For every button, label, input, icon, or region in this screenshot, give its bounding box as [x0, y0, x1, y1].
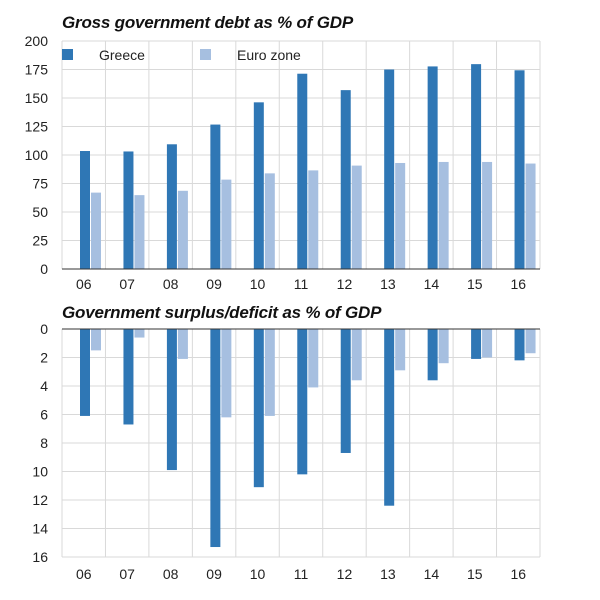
greece-bar — [123, 151, 134, 269]
x-tick-label: 14 — [424, 566, 440, 582]
euro-zone-bar — [91, 192, 101, 269]
debt-chart-title: Gross government debt as % of GDP — [62, 13, 353, 32]
euro-zone-bar — [525, 163, 536, 269]
greece-bar — [80, 329, 90, 416]
greece-bar — [340, 329, 351, 453]
x-tick-label: 15 — [467, 566, 483, 582]
greece-bar — [427, 66, 438, 269]
deficit-chart-title: Government surplus/deficit as % of GDP — [62, 303, 382, 322]
y-tick-label: 2 — [40, 350, 48, 366]
x-tick-label: 13 — [380, 566, 396, 582]
y-tick-label: 8 — [40, 435, 48, 451]
x-tick-label: 13 — [380, 276, 396, 292]
greece-bar — [166, 144, 177, 269]
y-tick-label: 0 — [40, 261, 48, 277]
euro-zone-bar — [482, 161, 493, 269]
deficit-chart: 0 2 4 6 8 10 12 14 16 06 07 08 09 10 11 12 13 14 15 16 — [32, 321, 541, 582]
greece-bar — [123, 329, 134, 425]
x-tick-label: 09 — [206, 566, 222, 582]
x-tick-label: 14 — [424, 276, 440, 292]
greece-bar — [471, 64, 482, 269]
x-tick-label: 16 — [510, 276, 526, 292]
euro-zone-bar — [395, 329, 406, 371]
x-tick-label: 08 — [163, 566, 179, 582]
euro-zone-bar — [221, 179, 232, 269]
y-tick-label: 6 — [40, 407, 48, 423]
legend-label: Greece — [99, 47, 145, 63]
y-tick-label: 200 — [25, 33, 49, 49]
euro-zone-bar — [308, 329, 319, 388]
euro-zone-bar — [308, 170, 319, 269]
x-tick-label: 10 — [250, 566, 266, 582]
y-tick-label: 4 — [40, 378, 48, 394]
euro-zone-bar — [438, 161, 449, 269]
greece-bar — [514, 70, 525, 269]
y-tick-label: 16 — [32, 549, 48, 565]
euro-zone-bar — [482, 329, 493, 358]
x-tick-label: 06 — [76, 566, 92, 582]
y-tick-label: 150 — [25, 90, 49, 106]
y-tick-label: 75 — [32, 176, 48, 192]
greece-bar — [514, 329, 525, 361]
x-tick-label: 12 — [337, 566, 353, 582]
y-tick-label: 100 — [25, 147, 49, 163]
greece-bar — [384, 69, 395, 269]
euro-zone-bar — [177, 329, 188, 359]
greece-bar — [297, 329, 308, 475]
greece-bar — [210, 329, 221, 548]
x-tick-label: 09 — [206, 276, 222, 292]
x-tick-label: 11 — [294, 276, 309, 292]
y-tick-label: 0 — [40, 321, 48, 337]
greece-bar — [166, 329, 177, 471]
euro-zone-bar — [91, 329, 101, 351]
greece-bar — [253, 329, 264, 488]
greece-legend-swatch — [62, 49, 73, 60]
x-tick-label: 07 — [119, 566, 135, 582]
euro-zone-bar — [351, 165, 362, 269]
greece-bar — [210, 124, 221, 269]
euro-zone-bar — [438, 329, 449, 364]
y-tick-label: 10 — [32, 464, 48, 480]
y-tick-label: 125 — [25, 119, 49, 135]
y-tick-label: 175 — [25, 62, 49, 78]
y-tick-label: 12 — [32, 492, 48, 508]
euro-zone-bar — [177, 190, 188, 269]
y-tick-label: 50 — [32, 204, 48, 220]
legend-label: Euro zone — [237, 47, 301, 63]
euro-zone-bar — [264, 329, 275, 416]
greece-bar — [384, 329, 395, 506]
x-tick-label: 12 — [337, 276, 353, 292]
greece-bar — [297, 73, 308, 269]
greece-bar — [471, 329, 482, 359]
euro-zone-bar — [134, 329, 145, 338]
euro-zone-legend-swatch — [200, 49, 211, 60]
x-tick-label: 10 — [250, 276, 266, 292]
euro-zone-bar — [351, 329, 362, 381]
y-tick-label: 14 — [32, 521, 48, 537]
x-tick-label: 06 — [76, 276, 92, 292]
euro-zone-bar — [525, 329, 536, 354]
x-tick-label: 11 — [294, 566, 309, 582]
debt-chart: 0 25 50 75 100 125 150 175 200 06 07 08 09 10 11 12 13 14… — [25, 33, 541, 292]
x-tick-label: 08 — [163, 276, 179, 292]
greece-bar — [253, 102, 264, 269]
euro-zone-bar — [395, 162, 406, 269]
euro-zone-bar — [264, 173, 275, 269]
y-tick-label: 25 — [32, 233, 48, 249]
x-tick-label: 07 — [119, 276, 135, 292]
x-tick-label: 16 — [510, 566, 526, 582]
greece-bar — [80, 151, 90, 269]
greece-bar — [340, 90, 351, 269]
greece-bar — [427, 329, 438, 381]
x-tick-label: 15 — [467, 276, 483, 292]
euro-zone-bar — [134, 195, 145, 269]
euro-zone-bar — [221, 329, 232, 418]
